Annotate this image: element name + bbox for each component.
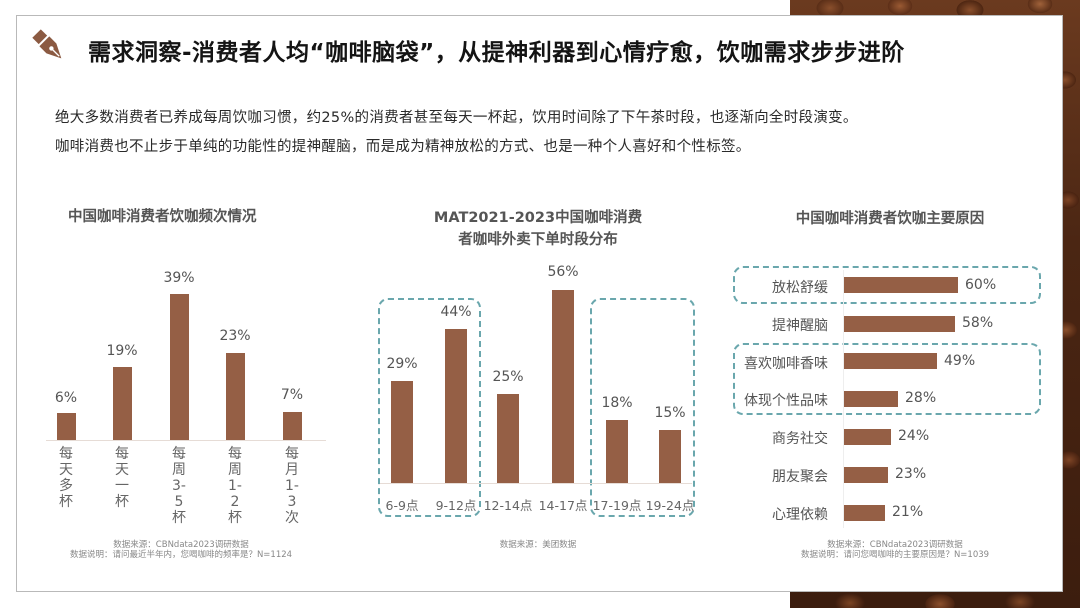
category-label: 每周3-5杯: [172, 446, 186, 526]
category-label: 每月1-3次: [285, 446, 299, 526]
highlight-box-evening: [590, 298, 695, 517]
fountain-pen-icon: [32, 29, 62, 59]
category-label: 提神醒脑: [772, 318, 828, 334]
bar: [283, 412, 302, 440]
bar: [226, 353, 245, 440]
value-label: 60%: [965, 277, 997, 293]
value-label: 19%: [106, 343, 138, 359]
chart-title: 中国咖啡消费者饮咖主要原因: [795, 211, 985, 227]
category-label: 放松舒缓: [772, 280, 828, 296]
bar: [552, 290, 574, 483]
category-label: 每天多杯: [59, 446, 73, 510]
category-label: 每天一杯: [115, 446, 129, 510]
bar: [844, 277, 958, 293]
data-source: 数据来源：CBNdata2023调研数据: [113, 540, 249, 550]
value-label: 29%: [386, 356, 418, 372]
bar: [113, 367, 132, 440]
x-axis-line: [46, 440, 326, 441]
intro-text-line-2: 咖啡消费也不止步于单纯的功能性的提神醒脑，而是成为精神放松的方式、也是一种个人喜…: [55, 139, 751, 155]
category-label: 喜欢咖啡香味: [744, 356, 828, 372]
value-label: 44%: [440, 304, 472, 320]
category-label: 朋友聚会: [772, 469, 828, 485]
bar: [170, 294, 189, 440]
value-label: 23%: [895, 466, 927, 482]
value-label: 15%: [654, 405, 686, 421]
bar: [57, 413, 76, 440]
intro-text-line-1: 绝大多数消费者已养成每周饮咖习惯，约25%的消费者甚至每天一杯起，饮用时间除了下…: [55, 110, 858, 126]
bar: [844, 467, 888, 483]
category-label: 9-12点: [435, 498, 477, 513]
highlight-box-relax: [733, 266, 1041, 304]
bar: [497, 394, 519, 483]
data-source: 数据来源：CBNdata2023调研数据: [827, 540, 963, 550]
bar: [844, 391, 898, 407]
value-label: 6%: [54, 390, 78, 406]
value-label: 23%: [219, 328, 251, 344]
value-label: 24%: [898, 428, 930, 444]
value-label: 21%: [892, 504, 924, 520]
value-label: 49%: [944, 353, 976, 369]
data-source: 数据来源：美团数据: [499, 540, 577, 550]
bar: [659, 430, 681, 483]
highlight-box-morning: [378, 298, 481, 517]
value-label: 28%: [905, 390, 937, 406]
bar: [606, 420, 628, 483]
category-label: 体现个性品味: [744, 393, 828, 409]
page-title: 需求洞察-消费者人均“咖啡脑袋”，从提神利器到心情疗愈，饮咖需求步步进阶: [88, 40, 905, 66]
value-label: 58%: [962, 315, 994, 331]
data-note: 数据说明：请问您喝咖啡的主要原因是？N=1039: [800, 550, 990, 560]
chart-title-line-1: MAT2021-2023中国咖啡消费: [433, 210, 643, 226]
category-label: 19-24点: [645, 498, 695, 513]
y-axis-line: [843, 270, 844, 528]
value-label: 7%: [280, 387, 304, 403]
x-axis-line: [380, 483, 692, 484]
bar: [844, 316, 955, 332]
value-label: 56%: [547, 264, 579, 280]
chart-title: 中国咖啡消费者饮咖频次情况: [68, 209, 257, 225]
category-label: 14-17点: [538, 498, 588, 513]
bar: [844, 353, 937, 369]
bar: [391, 381, 413, 483]
value-label: 39%: [163, 270, 195, 286]
chart-title-line-2: 者咖啡外卖下单时段分布: [458, 232, 618, 248]
category-label: 心理依赖: [772, 507, 828, 523]
value-label: 18%: [601, 395, 633, 411]
value-label: 25%: [492, 369, 524, 385]
category-label: 商务社交: [772, 431, 828, 447]
category-label: 12-14点: [483, 498, 533, 513]
bar: [844, 429, 891, 445]
bar: [844, 505, 885, 521]
highlight-box-taste: [733, 343, 1041, 415]
bar: [445, 329, 467, 483]
category-label: 6-9点: [385, 498, 419, 513]
data-note: 数据说明：请问最近半年内，您喝咖啡的频率是？N=1124: [69, 550, 293, 560]
category-label: 17-19点: [592, 498, 642, 513]
category-label: 每周1-2杯: [228, 446, 242, 526]
